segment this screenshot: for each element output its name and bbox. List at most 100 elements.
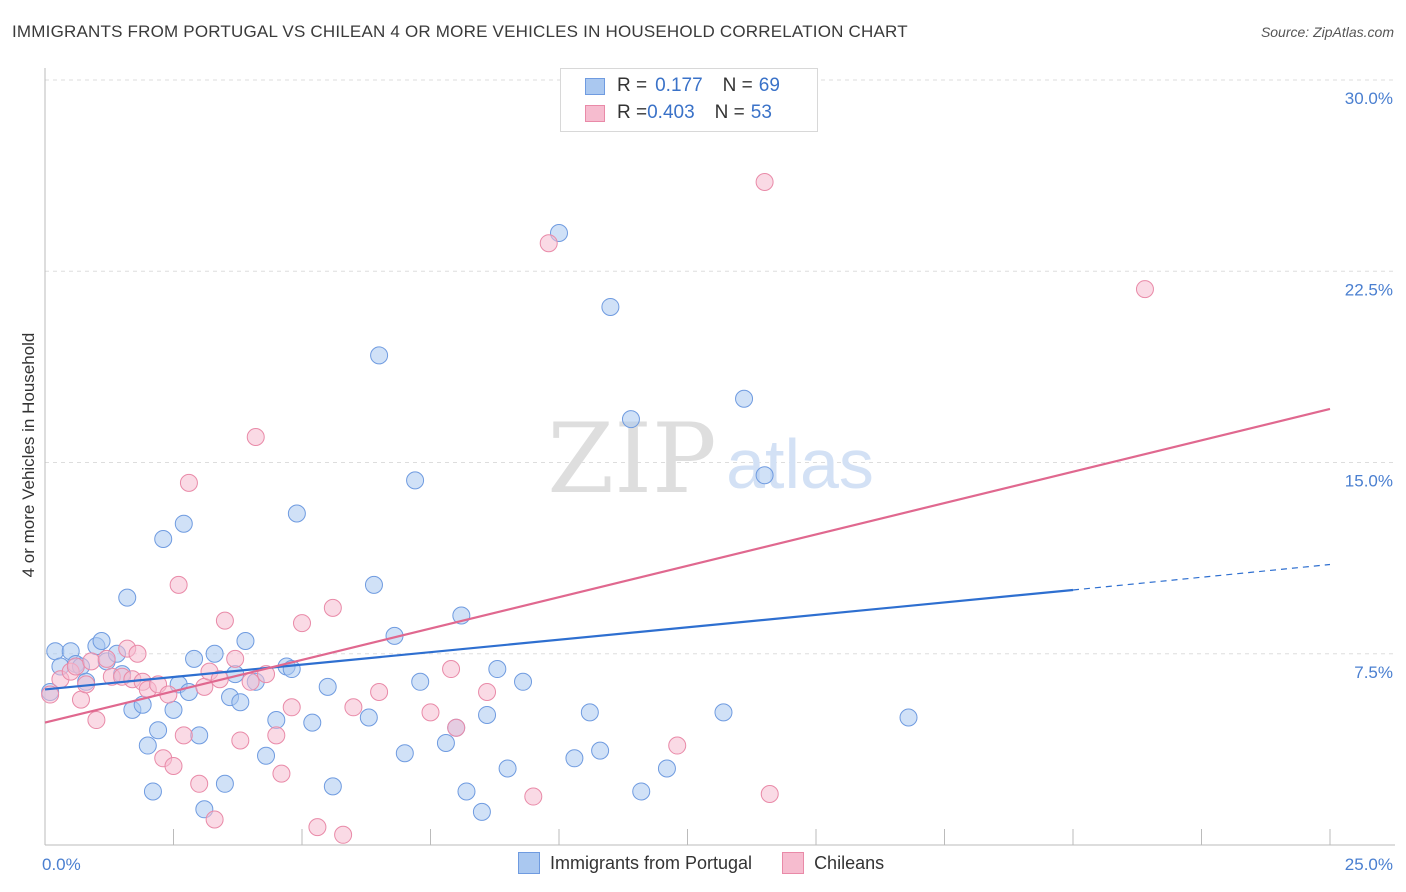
data-point-portugal [457, 782, 476, 801]
data-point-portugal [632, 782, 651, 801]
data-point-chileans [179, 473, 198, 492]
data-point-portugal [657, 759, 676, 778]
data-point-portugal [318, 677, 337, 696]
data-point-chileans [215, 611, 234, 630]
data-point-portugal [735, 389, 754, 408]
data-point-portugal [287, 504, 306, 523]
y-tick-label: 22.5% [1345, 280, 1393, 299]
data-point-portugal [138, 736, 157, 755]
data-point-portugal [601, 297, 620, 316]
data-point-chileans [539, 234, 558, 253]
data-point-portugal [303, 713, 322, 732]
legend-label-chileans: Chileans [814, 852, 885, 873]
data-point-chileans [370, 683, 389, 701]
data-point-portugal [436, 734, 455, 752]
legend-r-value: 0.177 [655, 75, 703, 96]
data-point-portugal [323, 777, 342, 796]
legend-n-value: 69 [758, 75, 780, 96]
trend-line-portugal-extension [1072, 563, 1331, 591]
legend-r-label: R = [617, 75, 648, 96]
trend-line-portugal [44, 588, 1074, 691]
data-point-chileans [97, 649, 116, 668]
data-point-portugal [395, 744, 414, 763]
data-point-chileans [169, 575, 188, 594]
series-legend: Immigrants from Portugal Chileans [518, 852, 914, 874]
data-point-portugal [472, 802, 491, 821]
data-point-portugal [267, 711, 286, 730]
data-point-portugal [411, 672, 430, 691]
legend-row-chileans: R = 0.403 N = 53 [585, 100, 772, 126]
data-point-chileans [164, 756, 183, 775]
data-point-portugal [257, 746, 276, 765]
x-tick-label: 25.0% [1345, 855, 1393, 874]
data-point-portugal [514, 672, 533, 691]
data-point-chileans [226, 649, 245, 668]
data-point-chileans [246, 428, 265, 446]
data-point-chileans [241, 672, 260, 691]
data-point-chileans [308, 818, 327, 837]
data-point-portugal [143, 782, 162, 801]
legend-r-label: R = [617, 102, 648, 123]
data-point-portugal [118, 588, 137, 607]
data-point-chileans [1135, 280, 1154, 299]
data-point-chileans [755, 173, 774, 191]
data-point-portugal [406, 471, 425, 490]
trend-lines [44, 407, 1331, 724]
legend-n-label: N = [722, 75, 753, 96]
y-tick-label: 15.0% [1345, 472, 1393, 491]
data-point-chileans [66, 657, 85, 676]
axes [44, 68, 1395, 846]
data-point-chileans [478, 683, 497, 701]
x-tick-label: 0.0% [42, 855, 81, 874]
chart-source: Source: ZipAtlas.com [1260, 24, 1394, 40]
data-point-chileans [231, 731, 250, 750]
data-point-chileans [442, 660, 461, 679]
tick-labels: 7.5% 15.0% 22.5% 30.0% 0.0% 25.0% [42, 89, 1393, 874]
data-point-portugal [154, 530, 173, 548]
data-point-portugal [149, 721, 168, 740]
data-point-portugal [92, 632, 111, 650]
data-point-chileans [272, 764, 291, 783]
data-point-chileans [293, 614, 311, 633]
data-point-chileans [267, 726, 286, 745]
data-point-portugal [364, 575, 383, 594]
data-point-chileans [87, 711, 106, 730]
legend-item-portugal[interactable]: Immigrants from Portugal [518, 852, 752, 874]
data-point-chileans [195, 677, 214, 696]
data-point-portugal [174, 514, 193, 533]
data-point-portugal [359, 708, 378, 727]
legend-item-chileans[interactable]: Chileans [782, 852, 884, 874]
data-point-portugal [190, 726, 209, 745]
chart-title: IMMIGRANTS FROM PORTUGAL VS CHILEAN 4 OR… [12, 22, 908, 41]
data-point-portugal [185, 649, 204, 668]
data-point-portugal [370, 346, 389, 365]
data-point-chileans [668, 736, 687, 755]
legend-n-value: 53 [750, 102, 772, 123]
gridlines [45, 79, 1395, 655]
data-point-portugal [498, 759, 517, 778]
data-point-chileans [128, 644, 147, 663]
data-point-portugal [488, 660, 507, 679]
legend-label-portugal: Immigrants from Portugal [550, 852, 753, 873]
legend-n-label: N = [714, 102, 745, 123]
data-point-chileans [174, 726, 193, 745]
data-point-chileans [282, 698, 301, 717]
data-point-portugal [565, 749, 584, 768]
stats-legend: R = 0.177 N = 69 R = 0.403 N = 53 [560, 68, 818, 132]
data-point-portugal [478, 705, 497, 724]
trend-line-chileans [44, 407, 1331, 724]
watermark: ZIP atlas [547, 403, 874, 515]
legend-swatch-chileans [585, 104, 605, 122]
data-point-chileans [71, 690, 90, 709]
data-point-portugal [621, 410, 640, 429]
data-point-chileans [447, 718, 466, 737]
data-point-chileans [760, 785, 779, 803]
data-point-chileans [524, 787, 543, 806]
data-point-portugal [236, 632, 255, 650]
legend-r-value: 0.403 [647, 102, 695, 123]
data-point-portugal [580, 703, 599, 722]
y-tick-label: 7.5% [1354, 663, 1393, 682]
data-point-chileans [334, 825, 353, 844]
data-point-portugal [714, 703, 733, 722]
